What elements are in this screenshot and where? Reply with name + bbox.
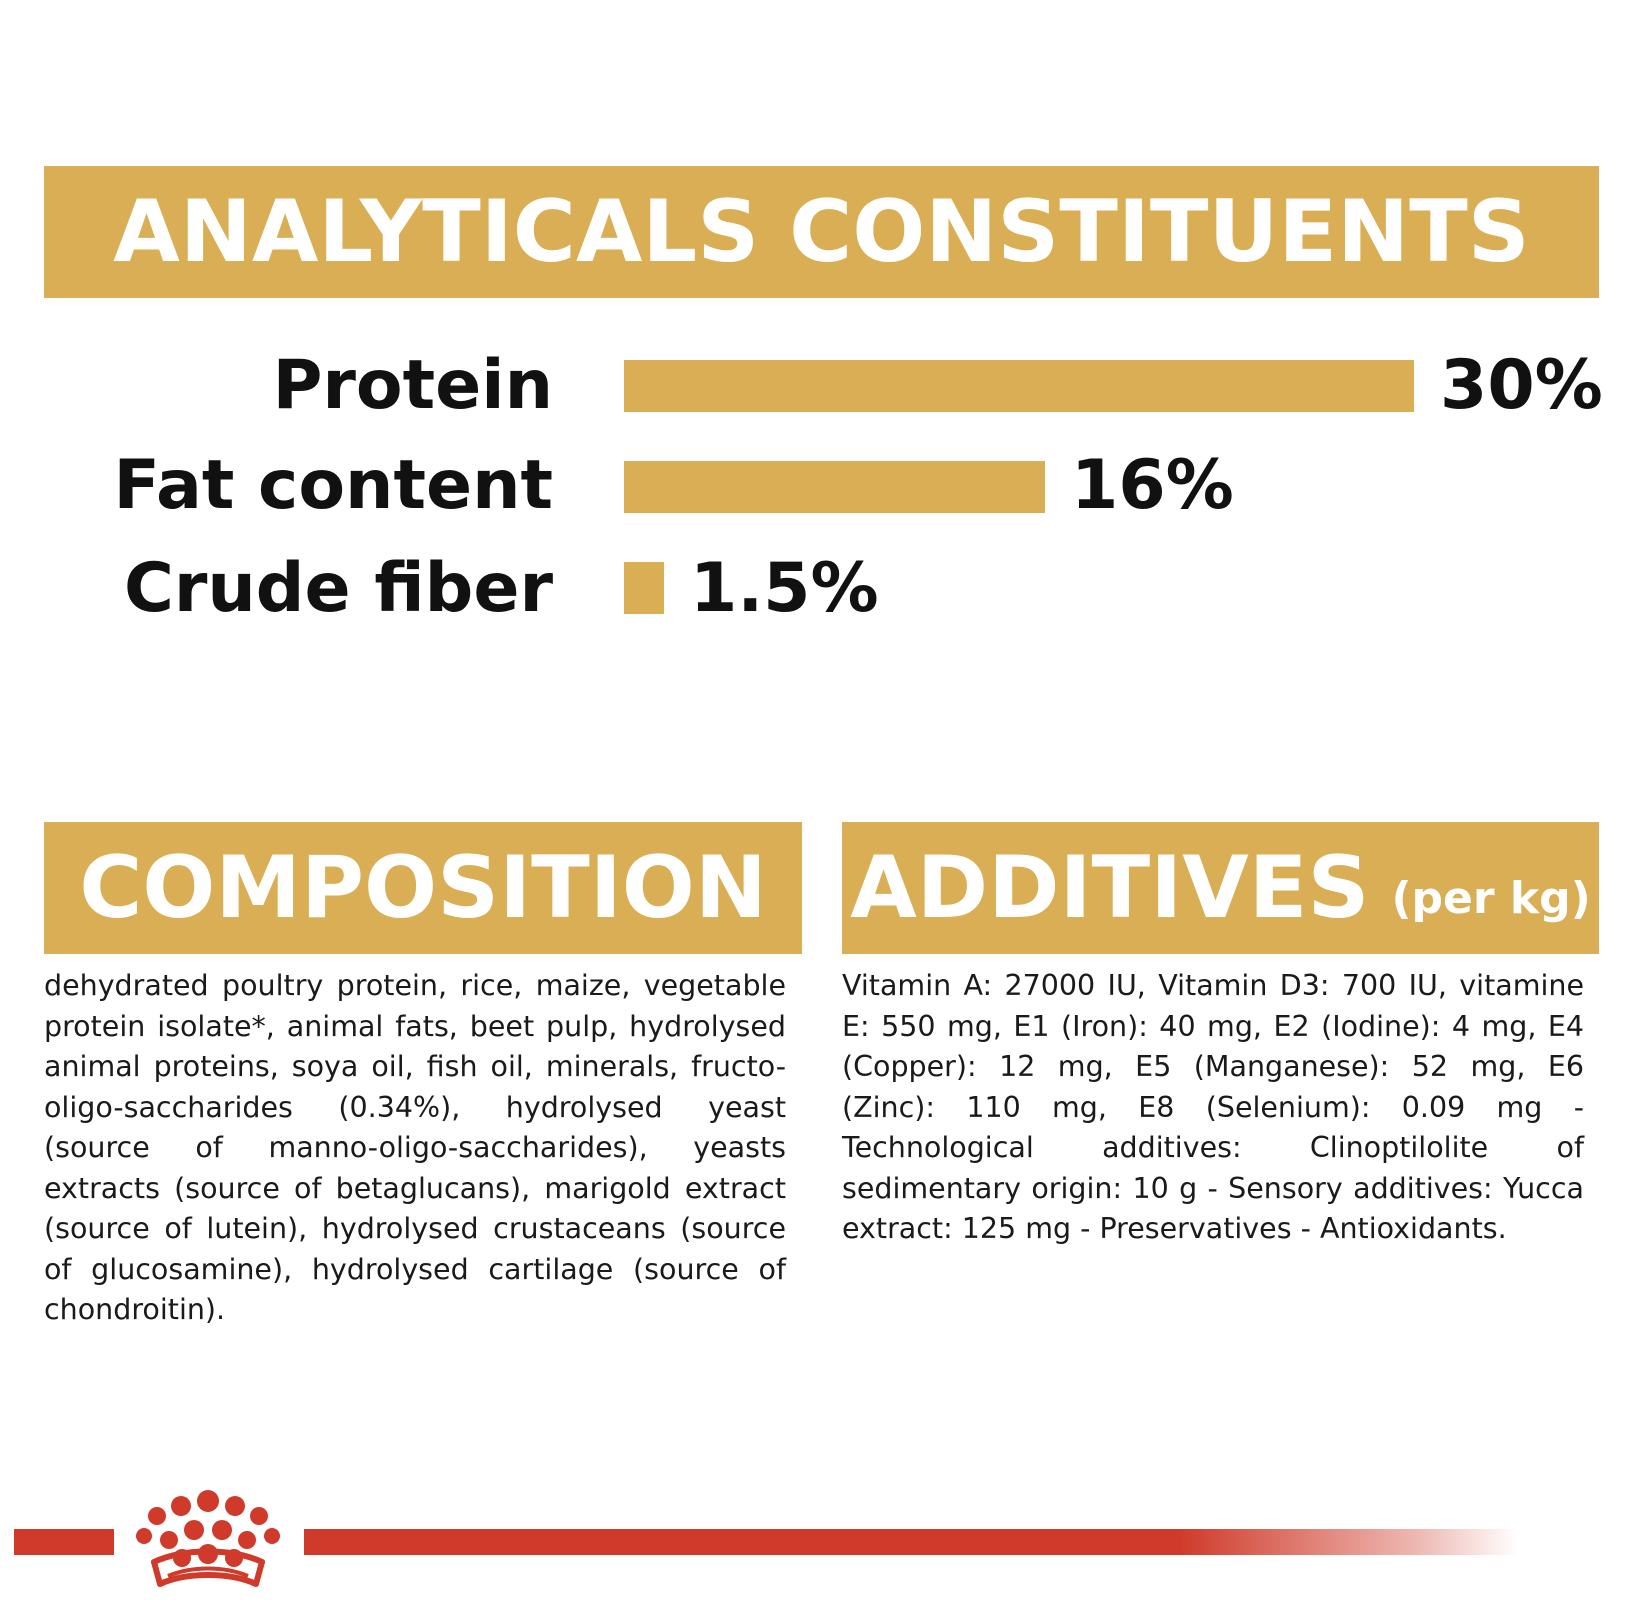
footer-red-line-left [14,1529,114,1555]
additives-title-suffix: (per kg) [1391,872,1591,924]
additives-title: ADDITIVES [850,838,1370,938]
composition-text: dehydrated poultry protein, rice, maize,… [44,969,786,1326]
crude-fiber-label: Crude fiber [123,549,553,628]
protein-value: 30% [1440,346,1603,425]
crude-fiber-value: 1.5% [690,549,879,628]
analytical-constituents-banner: ANALYTICALS CONSTITUENTS [44,166,1599,298]
composition-banner: COMPOSITION [44,822,802,954]
fat-content-value: 16% [1071,446,1234,525]
analytical-constituents-title: ANALYTICALS CONSTITUENTS [113,182,1530,282]
additives-text: Vitamin A: 27000 IU, Vitamin D3: 700 IU,… [842,969,1584,1245]
additives-banner: ADDITIVES (per kg) [842,822,1599,954]
crude-fiber-bar [624,562,664,614]
fat-content-label: Fat content [113,446,553,525]
protein-label: Protein [272,346,553,425]
footer-red-line-right [304,1529,1518,1555]
fat-content-bar [624,461,1045,513]
composition-title: COMPOSITION [79,838,767,938]
royal-canin-crown-icon [136,1490,280,1587]
protein-bar [624,360,1414,412]
